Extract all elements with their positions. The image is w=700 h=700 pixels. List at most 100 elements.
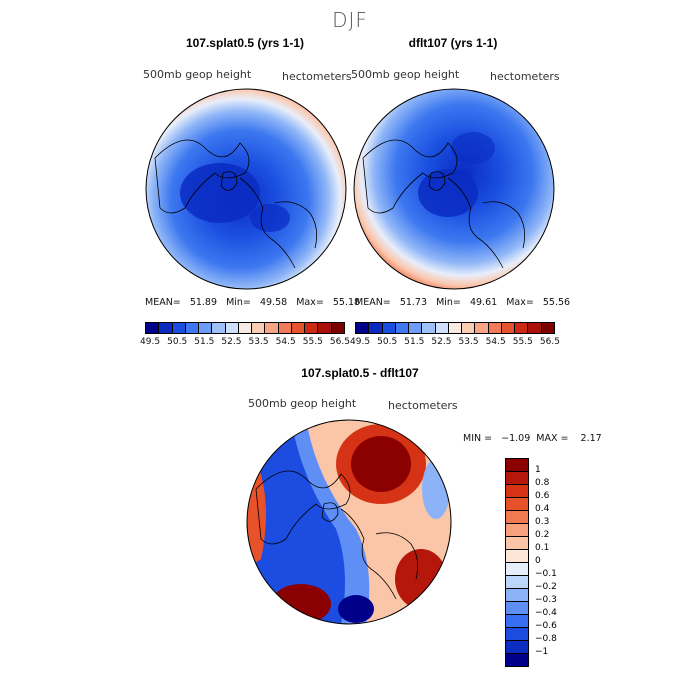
colorbar-tick-label: 50.5 [167, 337, 188, 347]
colorbar-swatch [475, 323, 489, 333]
colorbar-tick-label: 54.5 [485, 337, 506, 347]
colorbar-tick-label: 0.3 [535, 517, 550, 527]
colorbar-swatch [435, 323, 449, 333]
colorbar-tick-label: −0.3 [535, 595, 557, 605]
colorbar-swatch [506, 653, 528, 666]
colorbar-swatch [506, 575, 528, 588]
colorbar-swatch [506, 601, 528, 614]
panel-1-low-center [180, 163, 260, 223]
colorbar-swatch [501, 323, 516, 333]
colorbar-swatch [146, 323, 160, 333]
colorbar-tick-label: 0 [535, 556, 541, 566]
panel-1-variable-label: 500mb geop height [143, 68, 252, 81]
colorbar-swatch [506, 640, 528, 653]
colorbar-tick-label: 1 [535, 465, 541, 475]
panel-3-coastline-north-america [255, 470, 351, 545]
colorbar-swatch [506, 484, 528, 497]
panel-2-coastline-greenland [428, 171, 446, 191]
colorbar-swatch [199, 323, 213, 333]
figure-title: DJF [332, 8, 368, 32]
colorbar-swatch [331, 323, 344, 333]
colorbar-swatch [506, 459, 528, 471]
colorbar-tick-label: 0.2 [535, 530, 550, 540]
colorbar-swatch [506, 523, 528, 536]
colorbar-swatch [252, 323, 266, 333]
colorbar-swatch [278, 323, 292, 333]
colorbar-swatch [395, 323, 410, 333]
colorbar-tick-label: 0.8 [535, 478, 550, 488]
panel-3-variable-label: 500mb geop height [248, 397, 357, 410]
colorbar-swatch [356, 323, 370, 333]
colorbar-tick-label: 53.5 [248, 337, 269, 347]
colorbar-tick-label: −1 [535, 647, 549, 657]
panel-2-low-center [418, 169, 478, 217]
colorbar-swatch [506, 588, 528, 601]
colorbar-swatch [238, 323, 253, 333]
panel-3-units-label: hectometers [388, 399, 458, 412]
colorbar-swatch [318, 323, 332, 333]
panel-1-coastline-greenland [220, 171, 238, 191]
panel-3-title: 107.splat0.5 - dflt107 [301, 366, 419, 380]
colorbar-tick-label: 55.5 [302, 337, 323, 347]
panel-3-southwest-positive [271, 584, 331, 624]
panel-3-map-border [246, 419, 452, 625]
panel-3-north-positive-core [351, 436, 411, 492]
panel-2-coastline-eurasia [447, 177, 526, 269]
panel-3-coastline-eurasia [340, 508, 419, 600]
colorbar-tick-label: 0.4 [535, 504, 550, 514]
colorbar-tick-label: 56.5 [329, 337, 350, 347]
colorbar-tick-label: 54.5 [275, 337, 296, 347]
panel-3-coastline-greenland [321, 502, 339, 522]
colorbar-tick-label: 49.5 [350, 337, 371, 347]
colorbar-swatch [506, 562, 528, 575]
panel-1-colorbar-labels: 49.5 50.5 51.5 52.5 53.5 54.5 55.5 56.5 [140, 337, 350, 347]
colorbar-tick-label: 0.6 [535, 491, 550, 501]
panel-2-colorbar-labels: 49.5 50.5 51.5 52.5 53.5 54.5 55.5 56.5 [350, 337, 560, 347]
colorbar-tick-label: 0.1 [535, 543, 550, 553]
colorbar-swatch [488, 323, 502, 333]
panel-3-stats: MIN = −1.09 MAX = 2.17 [463, 433, 602, 444]
colorbar-swatch [422, 323, 436, 333]
panel-2-polar-map [353, 88, 555, 290]
colorbar-swatch [506, 536, 528, 549]
panel-1-polar-map [145, 88, 347, 290]
panel-3-southeast-positive [395, 549, 447, 609]
colorbar-tick-label: 55.5 [512, 337, 533, 347]
panel-3-negative-core [247, 420, 345, 624]
panel-2-coastline-north-america [362, 139, 458, 214]
colorbar-swatch [265, 323, 279, 333]
panel-1-colorbar [145, 322, 345, 334]
colorbar-tick-label: −0.1 [535, 569, 557, 579]
panel-1-title: 107.splat0.5 (yrs 1-1) [185, 36, 305, 50]
colorbar-swatch [528, 323, 542, 333]
colorbar-tick-label: 53.5 [458, 337, 479, 347]
colorbar-swatch [382, 323, 396, 333]
panel-2-colorbar [355, 322, 555, 334]
colorbar-tick-label: −0.4 [535, 608, 557, 618]
colorbar-swatch [506, 627, 528, 640]
colorbar-tick-label: 52.5 [221, 337, 242, 347]
colorbar-swatch [291, 323, 306, 333]
panel-1-units-label: hectometers [282, 70, 352, 83]
colorbar-swatch [506, 614, 528, 627]
colorbar-tick-label: 56.5 [539, 337, 560, 347]
colorbar-tick-label: 50.5 [377, 337, 398, 347]
colorbar-swatch [506, 549, 528, 562]
colorbar-swatch [448, 323, 463, 333]
panel-3-south-negative [338, 595, 374, 623]
colorbar-swatch [225, 323, 239, 333]
panel-3-polar-map [246, 419, 452, 625]
panel-1-coastline-north-america [154, 139, 250, 214]
colorbar-swatch [185, 323, 200, 333]
colorbar-tick-label: 49.5 [140, 337, 161, 347]
panel-2-stats: MEAN= 51.73 Min= 49.61 Max= 55.56 [355, 297, 571, 308]
colorbar-tick-label: −0.8 [535, 634, 557, 644]
panel-2-low-lobe [451, 132, 495, 164]
colorbar-swatch [172, 323, 186, 333]
colorbar-swatch [409, 323, 423, 333]
colorbar-tick-label: −0.6 [535, 621, 557, 631]
panel-2-title: dflt107 (yrs 1-1) [408, 36, 498, 50]
colorbar-tick-label: 51.5 [404, 337, 425, 347]
colorbar-swatch [506, 471, 528, 484]
colorbar-tick-label: 51.5 [194, 337, 215, 347]
